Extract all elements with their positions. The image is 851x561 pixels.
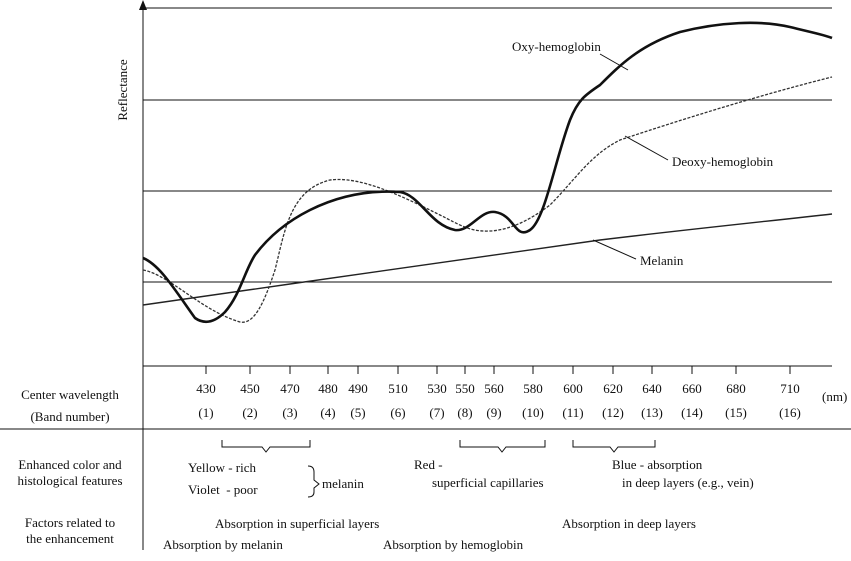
band-number: (14) [681,405,703,420]
wavelength: 680 [726,381,746,396]
row-label: Enhanced color and [18,457,122,472]
factor-text: Absorption in deep layers [562,516,696,531]
wavelength: 550 [455,381,475,396]
wavelength: 510 [388,381,408,396]
feature-text: in deep layers (e.g., vein) [622,475,754,490]
wavelength: 530 [427,381,447,396]
row-label: Factors related to [25,515,115,530]
row-label: the enhancement [26,531,114,546]
feature-text: Red - [414,457,443,472]
band-number: (7) [429,405,444,420]
feature-text: Violet - poor [188,482,258,497]
leader-line [592,239,637,260]
leader-line [624,135,669,161]
feature-text: Blue - absorption [612,457,703,472]
brace [307,465,320,498]
plot-frame [139,0,832,550]
feature-text: Yellow - rich [188,460,257,475]
row-label: (Band number) [30,409,109,424]
unit-label: (nm) [822,389,847,404]
band-number: (6) [390,405,405,420]
oxy-curve [142,21,833,324]
bracket [572,440,656,453]
curve-label: Oxy-hemoglobin [512,39,601,54]
wavelength: 620 [603,381,623,396]
band-number: (2) [242,405,257,420]
wavelength: 490 [348,381,368,396]
y-axis-label: Reflectance [115,59,130,121]
wavelength: 660 [682,381,702,396]
wavelength: 450 [240,381,260,396]
bracket [221,440,311,453]
curve-label: Melanin [640,253,684,268]
wavelength: 430 [196,381,216,396]
wavelength: 710 [780,381,800,396]
band-number: (1) [198,405,213,420]
factor-text: Absorption by melanin [163,537,283,552]
melanin-curve [142,213,833,306]
bracket [459,440,546,453]
band-number: (4) [320,405,335,420]
deoxy-curve [142,76,833,323]
factor-text: Absorption by hemoglobin [383,537,524,552]
wavelength: 480 [318,381,338,396]
row-label: histological features [17,473,122,488]
band-number: (12) [602,405,624,420]
band-number: (3) [282,405,297,420]
band-number: (5) [350,405,365,420]
wavelength: 560 [484,381,504,396]
band-number: (8) [457,405,472,420]
wavelength: 600 [563,381,583,396]
band-number: (9) [486,405,501,420]
wavelength: 580 [523,381,543,396]
feature-text: melanin [322,476,364,491]
band-number: (15) [725,405,747,420]
band-number: (16) [779,405,801,420]
factor-text: Absorption in superficial layers [215,516,379,531]
wavelength: 640 [642,381,662,396]
row-label: Center wavelength [21,387,119,402]
band-columns: 430 450 470 480 490 510 530 550 560 580 600 620 640 6… [196,366,801,420]
curve-label: Deoxy-hemoglobin [672,154,774,169]
band-number: (13) [641,405,663,420]
leader-line [599,53,629,71]
band-number: (10) [522,405,544,420]
band-number: (11) [562,405,583,420]
feature-text: superficial capillaries [432,475,544,490]
wavelength: 470 [280,381,300,396]
